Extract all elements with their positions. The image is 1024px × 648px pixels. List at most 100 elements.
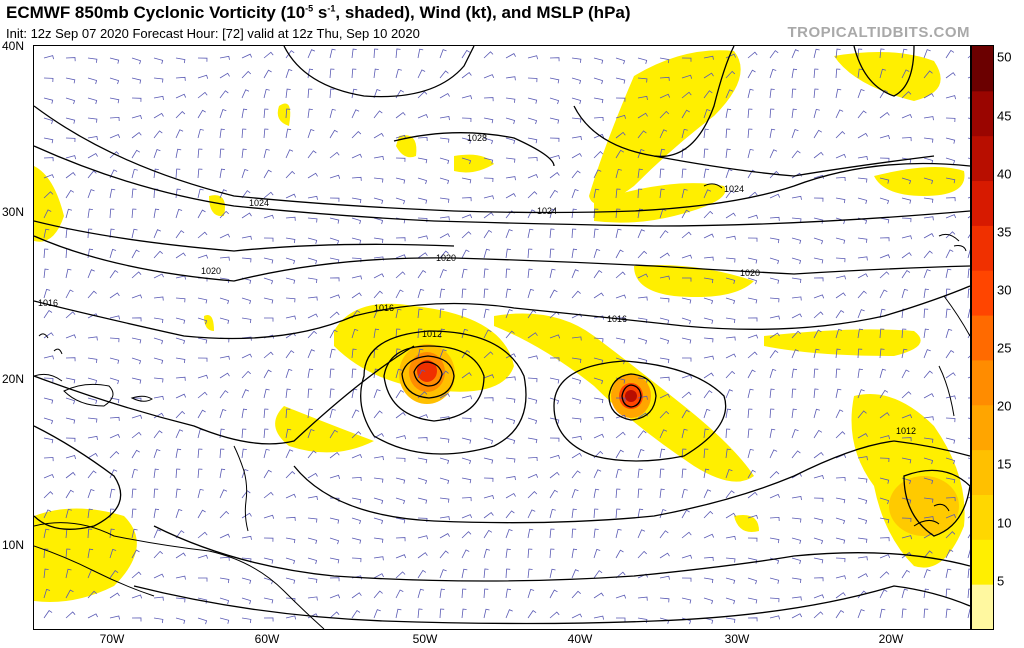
isobar-1028-c	[573, 46, 735, 158]
wind-barb	[461, 328, 469, 339]
wind-barb	[945, 531, 956, 539]
wind-barb	[131, 188, 137, 199]
wind-barb	[505, 457, 516, 463]
wind-barb	[329, 217, 340, 224]
wind-barb	[879, 435, 890, 440]
wind-barb	[307, 517, 318, 523]
wind-barb	[659, 552, 670, 559]
wind-barb	[549, 589, 558, 599]
wind-barb	[791, 613, 803, 619]
wind-barb	[835, 275, 846, 280]
wind-barb	[791, 349, 799, 359]
wind-barb	[43, 528, 50, 539]
isobar-label-1020-east: 1020	[740, 268, 760, 278]
wind-barb	[593, 97, 604, 104]
coast-cape-verde	[913, 503, 950, 527]
wind-barb	[483, 374, 495, 379]
wind-barb	[901, 497, 912, 504]
wind-barb	[65, 97, 76, 105]
wind-barb	[153, 488, 159, 499]
wind-barb	[43, 228, 50, 239]
wind-barb	[43, 417, 54, 425]
wind-barb	[813, 429, 823, 439]
wind-barb	[263, 408, 269, 419]
wind-barb	[725, 212, 736, 219]
wind-barb	[725, 235, 736, 240]
wind-barb	[769, 50, 779, 59]
wind-barb	[835, 292, 846, 299]
wind-barb	[813, 497, 824, 502]
wind-barb	[901, 437, 912, 442]
wind-barb	[593, 469, 602, 479]
wind-barb	[923, 608, 929, 619]
wind-barb	[87, 269, 95, 279]
wind-barb	[87, 336, 98, 341]
wind-barb	[65, 397, 76, 405]
wind-barb	[967, 234, 970, 239]
wind-barb	[461, 417, 472, 423]
wind-barb	[241, 448, 247, 459]
wind-barb	[747, 408, 753, 419]
wind-barb	[351, 409, 360, 419]
wind-barb	[65, 489, 75, 499]
lon-label-30w: 30W	[724, 632, 750, 646]
wind-barb	[593, 433, 605, 439]
wind-barb	[593, 292, 604, 299]
wind-barb	[879, 197, 890, 205]
wind-barb	[901, 177, 912, 185]
wind-barb	[967, 137, 970, 140]
wind-barb	[87, 452, 98, 459]
wind-barb	[571, 97, 582, 105]
wind-barb	[175, 357, 186, 364]
wind-barb	[263, 514, 275, 519]
wind-barb	[945, 549, 954, 559]
wind-barb	[659, 275, 670, 280]
map-subtitle: Init: 12z Sep 07 2020 Forecast Hour: [72…	[6, 26, 420, 41]
wind-barb	[65, 137, 76, 143]
isobar-1012-large	[293, 440, 895, 524]
wind-barb	[769, 516, 780, 522]
wind-barb	[901, 217, 912, 223]
wind-barb	[241, 353, 253, 359]
wind-barb	[395, 589, 404, 599]
wind-barb	[439, 328, 445, 339]
wind-barb	[109, 169, 118, 179]
isobar-1012-west	[360, 330, 527, 455]
wind-barb	[835, 88, 842, 99]
wind-barb	[307, 368, 314, 379]
wind-barb	[219, 617, 230, 624]
wind-barb	[813, 557, 824, 564]
wind-barb	[241, 389, 250, 399]
wind-barb	[505, 528, 513, 539]
wind-barb	[439, 416, 450, 421]
coast-azores	[703, 183, 723, 189]
wind-barb	[791, 596, 802, 601]
vort-band-30n	[594, 183, 726, 223]
wind-barb	[153, 296, 164, 301]
wind-barb	[241, 212, 252, 219]
wind-barb	[637, 508, 644, 519]
wind-barb	[109, 488, 116, 499]
wind-barb	[351, 517, 362, 525]
wind-barb	[791, 330, 801, 339]
title-unit: s	[313, 3, 328, 22]
wind-barb	[175, 429, 184, 439]
wind-barb	[241, 128, 247, 139]
wind-barb	[65, 508, 72, 519]
wind-barb	[43, 397, 54, 404]
coast-hispaniola	[63, 383, 114, 407]
wind-barb	[285, 350, 295, 359]
wind-barb	[197, 597, 208, 604]
wind-barb	[835, 388, 842, 399]
wind-barb	[153, 148, 161, 159]
wind-barb	[175, 168, 181, 179]
wind-barb	[439, 157, 450, 165]
wind-barb	[87, 470, 97, 479]
wind-barb	[197, 74, 209, 79]
wind-barb	[637, 468, 643, 479]
wind-barb	[109, 248, 117, 259]
wind-barb	[571, 548, 578, 559]
wind-barb	[175, 376, 186, 381]
wind-barb	[65, 77, 76, 84]
wind-barb	[923, 157, 934, 165]
